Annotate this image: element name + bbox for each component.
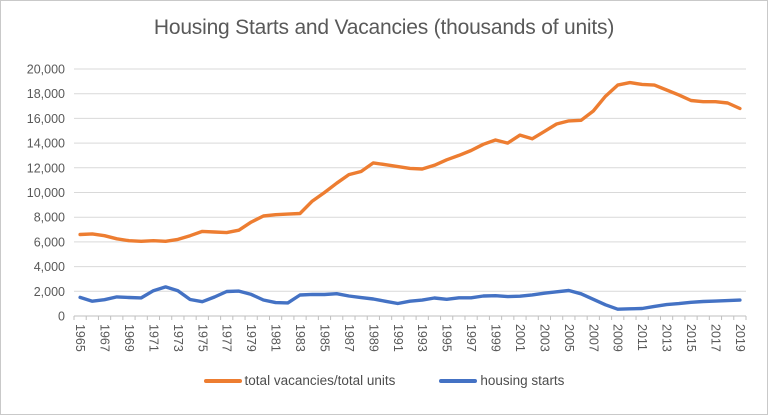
vacancies-line-swatch	[203, 378, 242, 383]
y-axis-label: 4,000	[34, 260, 65, 274]
x-axis-label: 2019	[733, 324, 747, 352]
legend-label-vacancies: total vacancies/total units	[244, 373, 396, 388]
y-axis-label: 10,000	[27, 186, 65, 200]
x-axis-label: 1965	[73, 324, 87, 352]
x-axis-label: 2017	[708, 324, 722, 352]
y-axis-label: 18,000	[27, 87, 65, 101]
legend-label-housing-starts: housing starts	[480, 373, 565, 388]
chart-title: Housing Starts and Vacancies (thousands …	[153, 16, 615, 39]
y-axis-label: 6,000	[34, 235, 65, 249]
x-axis-label: 1983	[293, 324, 307, 352]
y-axis-label: 8,000	[34, 211, 65, 225]
x-axis-label: 2007	[586, 324, 600, 352]
x-axis-label: 1987	[342, 324, 356, 352]
x-axis-label: 1997	[464, 324, 478, 352]
x-axis-label: 2015	[684, 324, 698, 352]
x-axis-label: 1991	[391, 324, 405, 352]
x-axis-label: 1979	[244, 324, 258, 352]
x-axis-label: 1993	[415, 324, 429, 352]
x-axis-label: 2003	[537, 324, 551, 352]
x-axis-label: 1971	[146, 324, 160, 352]
x-axis-label: 1967	[98, 324, 112, 352]
x-axis-label: 2013	[660, 324, 674, 352]
x-axis-label: 1969	[122, 324, 136, 352]
housing-starts-line	[78, 285, 742, 311]
y-axis-label: 16,000	[27, 112, 65, 126]
y-axis-label: 14,000	[27, 137, 65, 151]
x-axis-label: 2005	[562, 324, 576, 352]
y-axis-label: 0	[58, 310, 65, 324]
x-axis-label: 1995	[440, 324, 454, 352]
legend-item-vacancies: total vacancies/total units	[203, 373, 396, 388]
y-axis-label: 12,000	[27, 161, 65, 175]
x-axis-label: 1999	[489, 324, 503, 352]
x-axis-label: 1985	[317, 324, 331, 352]
x-axis-label: 1989	[366, 324, 380, 352]
housing-starts-line-swatch	[439, 378, 478, 383]
y-axis-label: 2,000	[34, 285, 65, 299]
x-axis-label: 1973	[171, 324, 185, 352]
y-axis-label: 20,000	[27, 63, 65, 77]
vacancies-line	[78, 80, 742, 244]
legend: total vacancies/total units housing star…	[1, 373, 767, 388]
x-axis-label: 1975	[195, 324, 209, 352]
x-axis-label: 2011	[635, 324, 649, 351]
x-axis-label: 1977	[220, 324, 234, 352]
x-axis-label: 1981	[269, 324, 283, 352]
x-axis-label: 2001	[513, 324, 527, 352]
legend-item-housing-starts: housing starts	[439, 373, 564, 388]
x-axis-label: 2009	[611, 324, 625, 352]
